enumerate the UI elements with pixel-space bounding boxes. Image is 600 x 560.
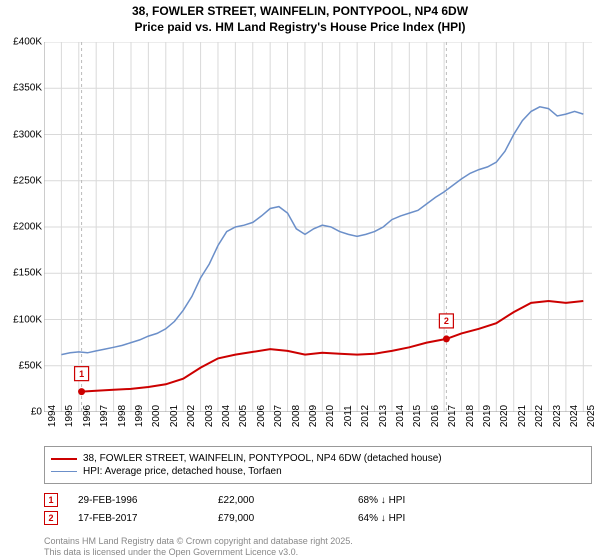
marker-date-1: 29-FEB-1996 [78,495,218,506]
x-tick-label: 2017 [447,405,458,427]
legend-swatch-price-paid [51,458,77,460]
chart-title: 38, FOWLER STREET, WAINFELIN, PONTYPOOL,… [0,0,600,35]
x-tick-label: 2005 [238,405,249,427]
x-tick-label: 2024 [569,405,580,427]
legend-item-hpi: HPI: Average price, detached house, Torf… [51,466,585,477]
legend-label-hpi: HPI: Average price, detached house, Torf… [83,466,282,477]
title-line-1: 38, FOWLER STREET, WAINFELIN, PONTYPOOL,… [0,4,600,20]
y-tick-label: £350K [13,83,42,94]
x-tick-label: 1999 [134,405,145,427]
marker-row-1: 1 29-FEB-1996 £22,000 68% ↓ HPI [44,492,592,508]
x-axis: 1994199519961997199819992000200120022003… [44,414,592,444]
marker-badge-2-text: 2 [48,513,53,523]
marker-badge-1: 1 [44,493,58,507]
x-tick-label: 2002 [186,405,197,427]
x-tick-label: 2006 [256,405,267,427]
legend: 38, FOWLER STREET, WAINFELIN, PONTYPOOL,… [44,446,592,484]
x-tick-label: 2008 [291,405,302,427]
footer-line-1: Contains HM Land Registry data © Crown c… [44,536,353,547]
x-tick-label: 2011 [343,405,354,427]
marker-badge-1-text: 1 [48,495,53,505]
marker-price-2: £79,000 [218,513,358,524]
x-tick-label: 1997 [99,405,110,427]
marker-badge-2: 2 [44,511,58,525]
x-tick-label: 2004 [221,405,232,427]
y-tick-label: £50K [19,360,42,371]
plot-area: 12 [44,42,592,412]
chart-svg: 12 [44,42,592,412]
x-tick-label: 2009 [308,405,319,427]
x-tick-label: 2015 [412,405,423,427]
marker-delta-1: 68% ↓ HPI [358,495,498,506]
y-tick-label: £400K [13,37,42,48]
footer-line-2: This data is licensed under the Open Gov… [44,547,353,558]
x-tick-label: 2013 [378,405,389,427]
x-tick-label: 2020 [499,405,510,427]
x-tick-label: 2007 [273,405,284,427]
x-tick-label: 2001 [169,405,180,427]
x-tick-label: 2023 [552,405,563,427]
x-tick-label: 2014 [395,405,406,427]
x-tick-label: 1994 [47,405,58,427]
footer: Contains HM Land Registry data © Crown c… [44,536,353,558]
legend-item-price-paid: 38, FOWLER STREET, WAINFELIN, PONTYPOOL,… [51,453,585,464]
x-tick-label: 2003 [204,405,215,427]
svg-text:2: 2 [444,316,449,326]
legend-label-price-paid: 38, FOWLER STREET, WAINFELIN, PONTYPOOL,… [83,453,442,464]
y-tick-label: £250K [13,175,42,186]
svg-text:1: 1 [79,369,84,379]
x-tick-label: 2000 [151,405,162,427]
x-tick-label: 2010 [325,405,336,427]
x-tick-label: 2025 [586,405,597,427]
x-tick-label: 2016 [430,405,441,427]
y-tick-label: £200K [13,222,42,233]
marker-date-2: 17-FEB-2017 [78,513,218,524]
y-tick-label: £300K [13,129,42,140]
x-tick-label: 2012 [360,405,371,427]
x-tick-label: 2021 [517,405,528,427]
y-tick-label: £0 [31,407,42,418]
marker-delta-2: 64% ↓ HPI [358,513,498,524]
marker-row-2: 2 17-FEB-2017 £79,000 64% ↓ HPI [44,510,592,526]
x-tick-label: 1996 [82,405,93,427]
x-tick-label: 2019 [482,405,493,427]
x-tick-label: 1998 [117,405,128,427]
legend-swatch-hpi [51,471,77,472]
marker-table: 1 29-FEB-1996 £22,000 68% ↓ HPI 2 17-FEB… [44,490,592,528]
marker-price-1: £22,000 [218,495,358,506]
x-tick-label: 2022 [534,405,545,427]
y-tick-label: £100K [13,314,42,325]
chart-container: 38, FOWLER STREET, WAINFELIN, PONTYPOOL,… [0,0,600,560]
x-tick-label: 1995 [64,405,75,427]
title-line-2: Price paid vs. HM Land Registry's House … [0,20,600,36]
x-tick-label: 2018 [465,405,476,427]
y-tick-label: £150K [13,268,42,279]
